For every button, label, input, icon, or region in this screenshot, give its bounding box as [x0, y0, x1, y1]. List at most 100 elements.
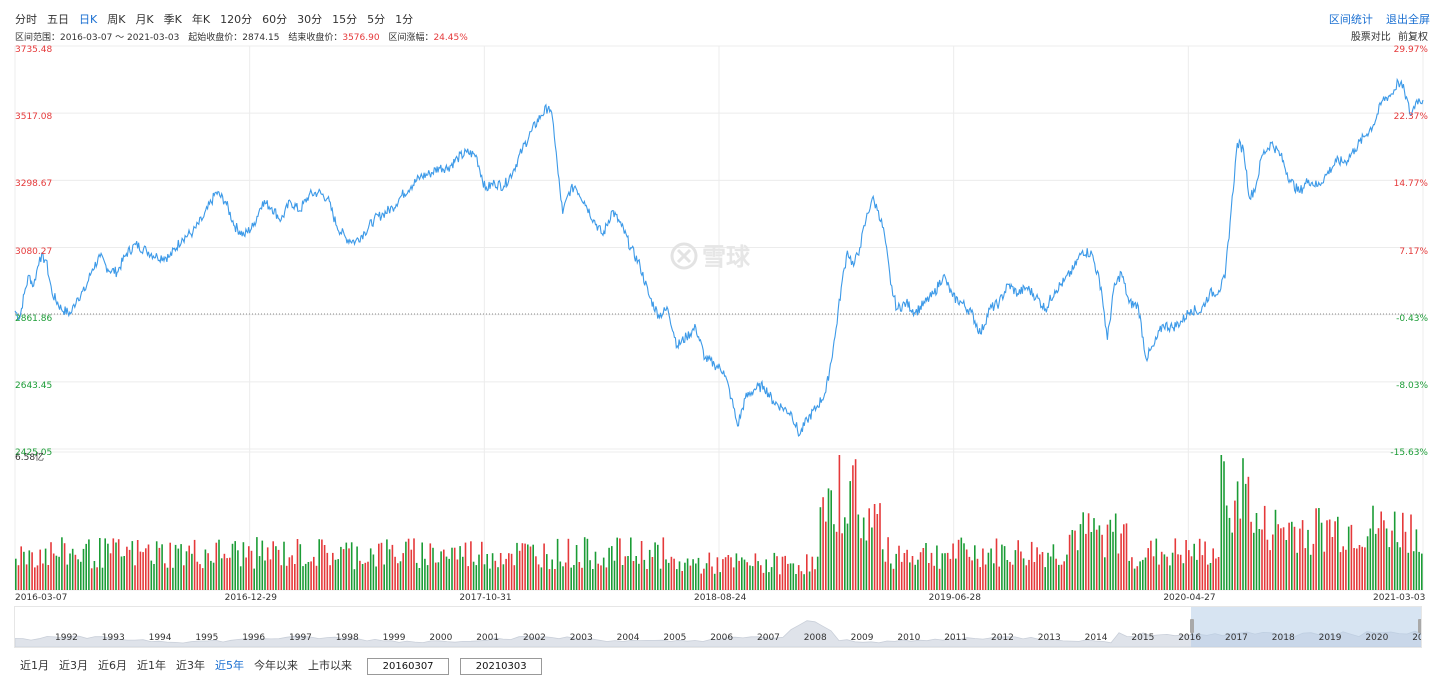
volume-bar — [873, 504, 876, 590]
interval-stats-link[interactable]: 区间统计 — [1328, 13, 1373, 26]
period-tab[interactable]: 30分 — [297, 13, 323, 26]
volume-bar — [180, 544, 182, 590]
change-label: 区间涨幅： — [388, 33, 434, 43]
navigator-year-label: 2013 — [1037, 633, 1061, 643]
volume-bar — [760, 565, 762, 590]
volume-bar — [1185, 540, 1187, 590]
volume-bar — [115, 542, 117, 590]
volume-bar — [816, 556, 819, 590]
period-tab[interactable]: 5分 — [367, 13, 386, 26]
volume-bar — [529, 546, 532, 590]
watermark-logo-icon — [670, 242, 698, 270]
navigator-year-label: 2007 — [757, 633, 780, 643]
range-option[interactable]: 今年以来 — [254, 659, 298, 672]
volume-bar — [554, 569, 556, 590]
volume-bar — [177, 548, 180, 590]
volume-bar — [223, 553, 226, 590]
exit-fullscreen-link[interactable]: 退出全屏 — [1386, 13, 1430, 26]
stock-compare-button[interactable]: 股票对比 — [1350, 32, 1391, 43]
volume-bar — [1136, 566, 1139, 590]
range-option[interactable]: 上市以来 — [308, 659, 352, 672]
period-tab[interactable]: 15分 — [332, 13, 358, 26]
volume-bar — [987, 552, 990, 590]
navigator-selection[interactable] — [1191, 607, 1421, 647]
volume-bar — [481, 541, 483, 590]
volume-bar — [730, 557, 732, 590]
navigator-year-label: 1994 — [148, 633, 172, 643]
volume-bar — [998, 566, 1000, 590]
range-option[interactable]: 近1年 — [137, 659, 166, 672]
volume-bar — [405, 541, 407, 590]
navigator-left-handle[interactable] — [1190, 619, 1194, 633]
range-option[interactable]: 近1月 — [20, 659, 49, 672]
range-option[interactable]: 近6月 — [98, 659, 127, 672]
volume-bar — [738, 560, 740, 590]
volume-bar — [399, 561, 402, 590]
volume-bar — [497, 567, 499, 590]
navigator-year-label: 1995 — [195, 633, 219, 643]
navigator-right-handle[interactable] — [1418, 619, 1421, 633]
volume-bar — [93, 561, 96, 590]
volume-max-label: 6.58亿 — [15, 453, 45, 463]
volume-bar — [191, 553, 193, 590]
y-right-tick-label: 7.17% — [1399, 246, 1428, 257]
volume-bar — [375, 566, 377, 590]
volume-bar — [470, 541, 472, 590]
volume-bar — [865, 540, 868, 590]
volume-bar — [543, 543, 545, 590]
volume-bar — [28, 550, 31, 590]
navigator-year-label: 2014 — [1084, 633, 1108, 643]
volume-bar — [551, 559, 553, 590]
volume-bar — [275, 546, 277, 590]
navigator-year-label: 1998 — [335, 633, 359, 643]
start-date-input[interactable]: 20160307 — [367, 658, 450, 675]
end-date-input[interactable]: 20210303 — [460, 658, 543, 675]
volume-bar — [703, 568, 705, 590]
price-adjust-button[interactable]: 前复权 — [1398, 32, 1428, 43]
volume-bar — [881, 549, 884, 590]
volume-bar — [1169, 565, 1171, 590]
time-navigator[interactable]: 1992 1993 1994 1995 1996 1997 1998 1999 2000 2001… — [14, 606, 1422, 648]
period-tab[interactable]: 季K — [163, 13, 182, 26]
volume-bar — [231, 543, 234, 590]
volume-bar — [1120, 533, 1122, 590]
volume-bar — [1087, 513, 1090, 590]
volume-bar — [1309, 554, 1312, 590]
volume-bar — [1058, 564, 1060, 590]
range-option[interactable]: 近5年 — [215, 659, 244, 672]
period-tab[interactable]: 60分 — [262, 13, 288, 26]
range-option[interactable]: 近3月 — [59, 659, 88, 672]
period-tab[interactable]: 月K — [135, 13, 154, 26]
period-tab[interactable]: 周K — [107, 13, 126, 26]
volume-bar — [1047, 552, 1049, 590]
volume-bar — [285, 565, 288, 590]
period-tab[interactable]: 分时 — [15, 13, 37, 26]
period-tab[interactable]: 120分 — [220, 13, 253, 26]
period-tab[interactable]: 1分 — [395, 13, 414, 26]
volume-bar — [1017, 540, 1019, 590]
volume-bar — [1093, 518, 1095, 590]
navigator-year-label: 1992 — [55, 633, 78, 643]
volume-bar — [1160, 551, 1163, 590]
volume-bar — [971, 560, 973, 590]
period-tab[interactable]: 五日 — [47, 13, 69, 26]
volume-bar — [1364, 547, 1366, 590]
range-option[interactable]: 近3年 — [176, 659, 205, 672]
volume-bar — [445, 556, 448, 590]
volume-bar — [99, 538, 101, 590]
volume-bar — [239, 566, 242, 590]
volume-bar — [491, 553, 494, 590]
period-tab[interactable]: 年K — [191, 13, 211, 26]
volume-bar — [188, 545, 190, 590]
volume-bar — [659, 568, 662, 590]
range-label: 区间范围：2016-03-07 ～ 2021-03-03 — [15, 33, 180, 43]
volume-bar — [1315, 508, 1317, 590]
volume-bar — [1347, 526, 1350, 590]
volume-bar — [131, 541, 134, 590]
y-left-tick-label: 3080.27 — [15, 246, 53, 257]
volume-bar — [909, 562, 911, 590]
volume-bar — [1326, 520, 1328, 590]
period-tab[interactable]: 日K — [79, 13, 98, 26]
volume-bar — [502, 564, 505, 590]
